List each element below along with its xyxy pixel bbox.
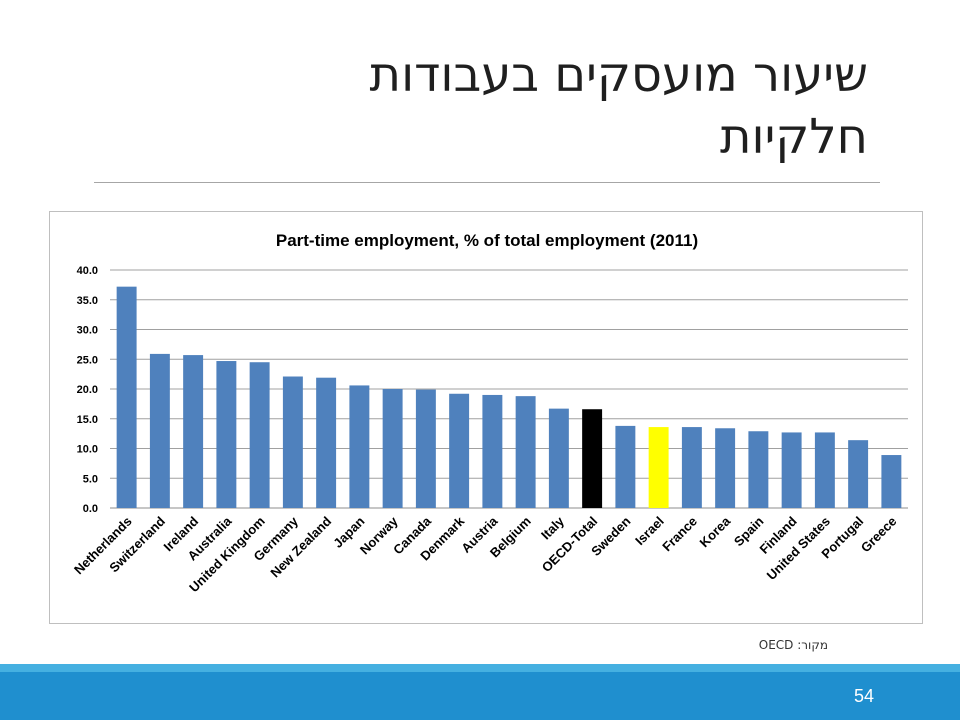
y-tick-label: 0.0 bbox=[83, 503, 98, 515]
bar-new-zealand bbox=[316, 377, 337, 508]
y-tick-label: 30.0 bbox=[77, 325, 98, 337]
x-tick-label: Korea bbox=[697, 513, 734, 550]
bar-italy bbox=[548, 408, 569, 508]
page-number: 54 bbox=[853, 686, 874, 706]
y-tick-label: 40.0 bbox=[77, 265, 98, 277]
slide-title-line-1: שיעור מועסקים בעבודות bbox=[369, 47, 868, 103]
bar-canada bbox=[415, 389, 436, 508]
x-tick-label: Greece bbox=[858, 514, 900, 556]
bar-greece bbox=[881, 455, 902, 508]
chart-title: Part-time employment, % of total employm… bbox=[276, 231, 698, 250]
title-divider bbox=[94, 182, 880, 183]
bar-oecd-total bbox=[582, 409, 603, 508]
x-tick-label: France bbox=[659, 514, 700, 555]
y-axis-ticks: 0.0 5.0 10.0 15.0 20.0 25.0 30.0 35.0 40.0 bbox=[77, 265, 98, 515]
bar-israel bbox=[648, 427, 669, 508]
bars bbox=[116, 286, 902, 508]
source-note: מקור: OECD bbox=[758, 638, 828, 652]
gridlines bbox=[110, 269, 908, 509]
bar-korea bbox=[715, 428, 736, 508]
bar-sweden bbox=[615, 425, 636, 508]
bar-united-states bbox=[814, 432, 835, 508]
bar-ireland bbox=[183, 355, 204, 508]
bar-denmark bbox=[449, 393, 470, 508]
slide-title: שיעור מועסקים בעבודות חלקיות bbox=[200, 44, 868, 168]
bar-switzerland bbox=[149, 353, 170, 508]
bar-netherlands bbox=[116, 286, 137, 508]
bar-united-kingdom bbox=[249, 362, 270, 508]
bar-australia bbox=[216, 361, 237, 508]
bar-austria bbox=[482, 394, 503, 508]
x-tick-label: Italy bbox=[538, 513, 568, 543]
bar-portugal bbox=[848, 440, 869, 508]
bar-chart: Part-time employment, % of total employm… bbox=[71, 231, 908, 595]
y-tick-label: 15.0 bbox=[77, 414, 98, 426]
y-tick-label: 35.0 bbox=[77, 295, 98, 307]
bar-france bbox=[681, 427, 702, 508]
bar-japan bbox=[349, 385, 370, 508]
footer-accent-bar bbox=[0, 664, 960, 672]
slide-title-line-2: חלקיות bbox=[719, 109, 868, 165]
bar-spain bbox=[748, 431, 769, 508]
bar-norway bbox=[382, 389, 403, 508]
bar-germany bbox=[282, 376, 303, 508]
bar-belgium bbox=[515, 396, 536, 508]
y-tick-label: 25.0 bbox=[77, 354, 98, 366]
y-tick-label: 20.0 bbox=[77, 384, 98, 396]
y-tick-label: 10.0 bbox=[77, 444, 98, 456]
y-tick-label: 5.0 bbox=[83, 473, 98, 485]
bar-finland bbox=[781, 432, 802, 508]
footer-bar bbox=[0, 672, 960, 720]
x-axis-ticks: NetherlandsSwitzerlandIrelandAustraliaUn… bbox=[71, 513, 899, 595]
chart-frame: Part-time employment, % of total employm… bbox=[49, 211, 923, 624]
